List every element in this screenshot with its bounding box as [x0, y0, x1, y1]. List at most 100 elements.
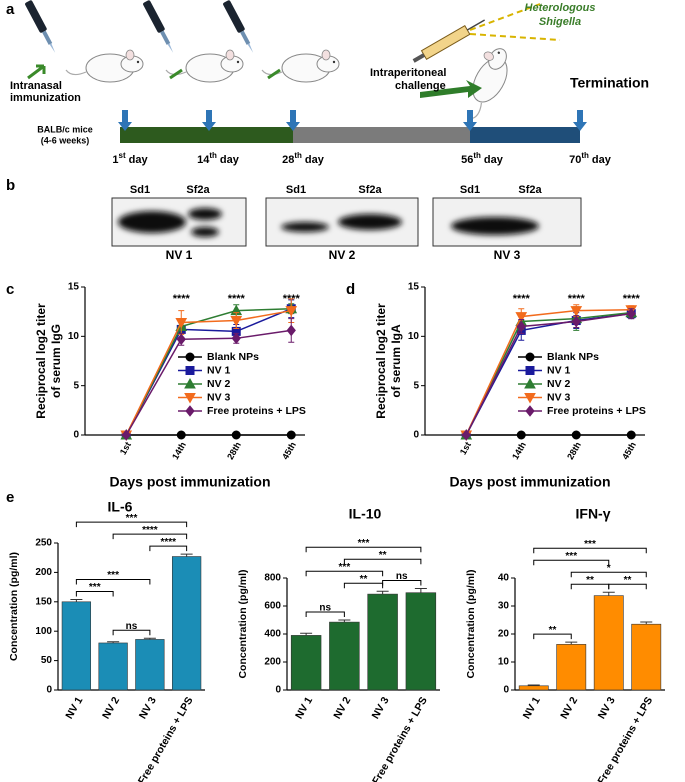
bar — [135, 639, 165, 691]
significance-bracket — [533, 633, 572, 640]
legend-label: NV 1 — [547, 364, 571, 376]
y-tick-label: 600 — [264, 601, 281, 612]
marker — [516, 320, 526, 333]
x-tick-label: 45th — [620, 440, 638, 461]
chart-title: IL-10 — [349, 506, 382, 522]
y-tick-label: 10 — [498, 657, 510, 668]
y-tick-label: 150 — [35, 596, 52, 607]
y-axis-label: of serum IgA — [389, 324, 403, 398]
significance-label: *** — [107, 570, 119, 581]
significance-label: ns — [319, 603, 331, 614]
blot-label: NV 3 — [494, 248, 521, 262]
significance-label: *** — [584, 539, 596, 550]
lane-label: Sd1 — [130, 184, 150, 196]
y-tick-label: 40 — [498, 573, 510, 584]
line — [465, 311, 632, 436]
pathogen-label: Heterologous — [525, 2, 596, 14]
day-label: 14th day — [197, 151, 240, 166]
x-tick-label: 14th — [170, 440, 188, 461]
marker — [461, 429, 471, 441]
line — [465, 312, 632, 436]
bar — [61, 601, 92, 691]
x-tick-label: NV 2 — [558, 695, 580, 721]
y-tick-label: 10 — [68, 331, 80, 342]
significance-bracket — [75, 521, 188, 528]
panel-letter: a — [6, 1, 15, 18]
series — [461, 352, 636, 440]
y-axis-label: Reciprocal log2 titer — [34, 303, 48, 419]
y-tick-label: 5 — [413, 380, 419, 391]
bar — [290, 635, 322, 691]
marker — [231, 332, 241, 345]
error-bar — [180, 553, 193, 557]
x-tick-label: 1st — [458, 440, 473, 456]
error-bar — [143, 637, 156, 640]
y-tick-label: 100 — [35, 626, 52, 637]
immunization-label: immunization — [10, 92, 81, 104]
day-number: 56 — [461, 154, 473, 166]
x-tick-label: NV 1 — [521, 695, 543, 721]
annotation: **** — [173, 293, 191, 305]
y-tick-label: 10 — [408, 331, 420, 342]
marker — [571, 430, 581, 440]
y-axis-label: Concentration (pg/ml) — [8, 552, 20, 661]
y-tick-label: 15 — [408, 282, 420, 293]
day-number: 1 — [112, 154, 118, 166]
error-bar — [338, 619, 351, 623]
marker — [516, 430, 526, 440]
chart-title: IFN-γ — [576, 506, 611, 522]
day-suffix: th — [294, 151, 302, 160]
marker — [176, 430, 186, 440]
y-tick-label: 20 — [498, 629, 510, 640]
y-tick-label: 0 — [46, 685, 52, 696]
blot-label: NV 2 — [329, 248, 356, 262]
day-number: 28 — [282, 154, 294, 166]
significance-bracket — [343, 582, 384, 589]
legend-label: Free proteins + LPS — [207, 405, 306, 417]
legend-label: NV 1 — [207, 364, 231, 376]
y-axis-label: Concentration (pg/ml) — [237, 569, 249, 678]
significance-bracket — [305, 611, 345, 617]
legend-label: Blank NPs — [207, 351, 259, 363]
significance-label: **** — [160, 537, 176, 548]
day-label: 28th day — [282, 151, 325, 166]
annotation: **** — [513, 293, 531, 305]
marker — [626, 430, 636, 440]
significance-bracket — [305, 570, 384, 577]
x-tick-label: 14th — [510, 440, 528, 461]
series — [461, 307, 636, 441]
pathogen-label: Shigella — [539, 16, 581, 28]
significance-label: *** — [358, 538, 370, 549]
x-tick-label: NV 2 — [100, 695, 122, 721]
day-label: 70th day — [569, 151, 612, 166]
significance-label: ns — [396, 571, 408, 582]
error-bar — [527, 684, 540, 686]
significance-label: *** — [565, 551, 577, 562]
error-bar — [640, 621, 653, 625]
immunization-label: Intranasal — [10, 80, 62, 92]
significance-bracket — [112, 533, 188, 540]
line — [125, 307, 292, 436]
significance-label: ** — [624, 575, 632, 586]
day-unit: day — [220, 154, 240, 166]
error-bar — [70, 598, 83, 602]
bar — [329, 621, 360, 691]
error-bar — [107, 641, 120, 643]
x-tick-label: NV 1 — [293, 695, 315, 721]
significance-bracket — [343, 558, 422, 565]
marker — [285, 306, 298, 317]
legend-label: Free proteins + LPS — [547, 405, 646, 417]
marker — [175, 318, 188, 329]
bar — [405, 592, 437, 691]
x-axis-label: Days post immunization — [109, 474, 270, 490]
x-tick-label: 1st — [118, 440, 133, 456]
legend-label: NV 3 — [547, 391, 571, 403]
day-labels: 1st day 14th day 28th day 56th day 70th day — [112, 151, 611, 166]
significance-label: **** — [142, 525, 158, 536]
lane-label: Sf2a — [518, 184, 542, 196]
panel-letter: d — [346, 281, 355, 298]
significance-bracket — [382, 580, 422, 586]
line — [465, 308, 632, 436]
marker — [286, 324, 296, 337]
marker — [286, 430, 296, 440]
